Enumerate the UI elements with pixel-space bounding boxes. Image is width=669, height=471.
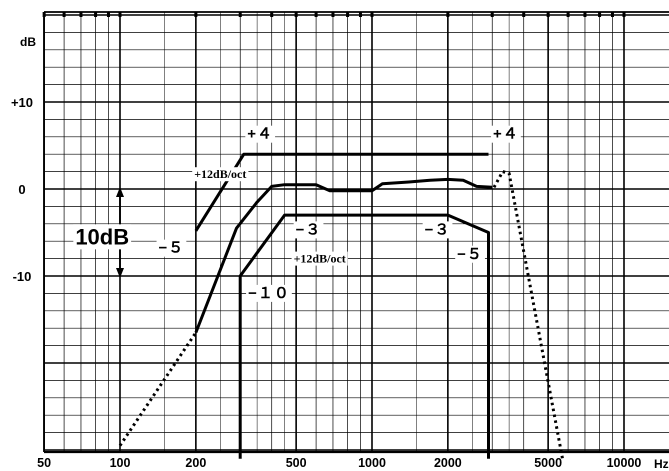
x-tick-label: 5000 <box>534 456 562 470</box>
top-tick <box>314 12 318 17</box>
x-unit-label: Hz <box>654 457 669 471</box>
annotation-6: −３ <box>296 221 322 238</box>
top-tick-marks <box>42 12 626 17</box>
series-line-1 <box>194 152 489 232</box>
annotation-2: +４ <box>493 126 519 143</box>
annotation-bg <box>455 245 485 263</box>
major-gridlines <box>43 11 669 454</box>
top-tick <box>598 12 602 17</box>
top-tick <box>370 12 374 17</box>
top-tick <box>583 12 587 17</box>
y-tick-label: -10 <box>13 269 32 284</box>
annotation-bg <box>291 251 348 266</box>
x-tick-label: 2000 <box>434 456 462 470</box>
top-tick <box>522 12 526 17</box>
top-tick <box>42 12 46 17</box>
top-tick <box>446 12 450 17</box>
top-tick <box>106 12 110 17</box>
annotation-bg <box>245 125 276 143</box>
series-line-4 <box>118 331 198 447</box>
x-tick-label: 10000 <box>607 456 642 470</box>
x-tick-label: 500 <box>286 456 307 470</box>
top-tick <box>546 12 550 17</box>
top-tick <box>94 12 98 17</box>
x-tick-labels: 50 100 200 500 1000 2000 5000 10000 <box>37 456 641 470</box>
annotation-5: −５ <box>159 240 185 257</box>
series-line-5 <box>492 170 564 459</box>
y-unit-label: dB <box>20 35 36 49</box>
scale-marker-arrow-down <box>116 268 124 278</box>
x-tick-label: 50 <box>37 456 51 470</box>
top-tick <box>270 12 274 17</box>
annotation-bg <box>192 167 249 182</box>
series-group <box>118 152 564 459</box>
x-tick-label: 1000 <box>358 456 386 470</box>
top-tick <box>346 12 350 17</box>
annotation-bg <box>422 221 453 239</box>
series-line-3 <box>238 213 490 459</box>
top-tick <box>62 12 66 17</box>
minor-gridlines <box>44 12 669 452</box>
series-line-2 <box>194 177 493 334</box>
annotation-bg <box>73 224 132 250</box>
annotation-bg <box>491 125 521 143</box>
annotation-3: +12dB/oct <box>194 167 246 181</box>
top-tick <box>358 12 362 17</box>
top-tick <box>194 12 198 17</box>
annotations-group: +４ +４ +12dB/oct 10dB −５ −３ −３ +12dB/oct −５ −１０ <box>73 125 521 302</box>
annotation-bg <box>156 239 187 257</box>
top-tick <box>238 12 242 17</box>
annotation-7: −３ <box>425 221 451 238</box>
top-tick <box>490 12 494 17</box>
top-tick <box>79 12 83 17</box>
top-tick <box>622 12 626 17</box>
top-tick <box>610 12 614 17</box>
top-tick <box>331 12 335 17</box>
x-tick-label: 200 <box>185 456 206 470</box>
y-tick-label: 0 <box>18 182 25 197</box>
annotation-4: 10dB <box>75 224 129 249</box>
annotation-bg <box>293 221 324 239</box>
annotation-9: −５ <box>457 246 483 263</box>
annotation-bg <box>246 284 292 302</box>
top-tick <box>294 12 298 17</box>
annotation-1: +４ <box>247 126 273 143</box>
top-tick <box>118 12 122 17</box>
top-tick <box>566 12 570 17</box>
scale-marker-arrow-up <box>116 187 124 197</box>
annotation-10: −１０ <box>248 285 290 302</box>
annotation-8: +12dB/oct <box>294 252 346 266</box>
x-tick-label: 100 <box>110 456 131 470</box>
y-tick-label: +10 <box>11 95 33 110</box>
y-tick-labels: +10 0 -10 <box>11 95 33 284</box>
